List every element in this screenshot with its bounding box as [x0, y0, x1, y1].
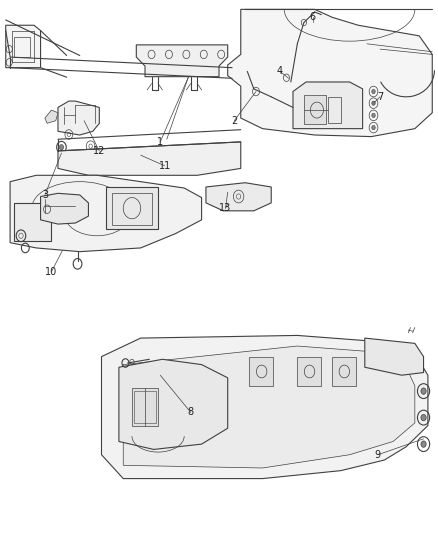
Text: 6: 6: [310, 12, 316, 22]
Polygon shape: [123, 346, 415, 468]
Text: 10: 10: [45, 267, 57, 277]
Polygon shape: [136, 45, 228, 77]
Circle shape: [59, 144, 64, 150]
Bar: [297, 357, 321, 386]
Polygon shape: [293, 82, 363, 128]
Bar: [328, 97, 341, 123]
Polygon shape: [41, 193, 88, 224]
Circle shape: [372, 125, 375, 130]
Circle shape: [421, 415, 426, 421]
Text: 13: 13: [219, 203, 232, 213]
Bar: [332, 357, 356, 386]
Polygon shape: [228, 10, 432, 136]
Polygon shape: [14, 203, 51, 241]
Polygon shape: [58, 142, 241, 175]
Text: 8: 8: [187, 407, 194, 417]
Text: 1: 1: [157, 137, 163, 147]
Circle shape: [372, 101, 375, 106]
Polygon shape: [10, 175, 201, 252]
Circle shape: [421, 441, 426, 447]
Text: 2: 2: [231, 116, 237, 126]
Bar: [304, 95, 325, 124]
Text: 7: 7: [377, 92, 383, 102]
Circle shape: [372, 90, 375, 94]
Polygon shape: [6, 25, 41, 68]
Bar: [250, 357, 273, 386]
Polygon shape: [45, 110, 58, 123]
Polygon shape: [102, 335, 428, 479]
Text: 3: 3: [42, 190, 48, 200]
Bar: [132, 389, 158, 425]
Bar: [106, 187, 158, 229]
Circle shape: [372, 114, 375, 117]
Text: 4: 4: [277, 67, 283, 76]
Text: 11: 11: [159, 161, 171, 171]
Bar: [113, 193, 152, 225]
Polygon shape: [58, 101, 99, 135]
Bar: [14, 37, 30, 57]
Bar: [134, 391, 156, 423]
Polygon shape: [119, 359, 228, 449]
Text: 12: 12: [93, 146, 106, 156]
Polygon shape: [206, 183, 271, 211]
Circle shape: [421, 388, 426, 394]
Polygon shape: [365, 338, 424, 375]
Text: 9: 9: [375, 450, 381, 460]
